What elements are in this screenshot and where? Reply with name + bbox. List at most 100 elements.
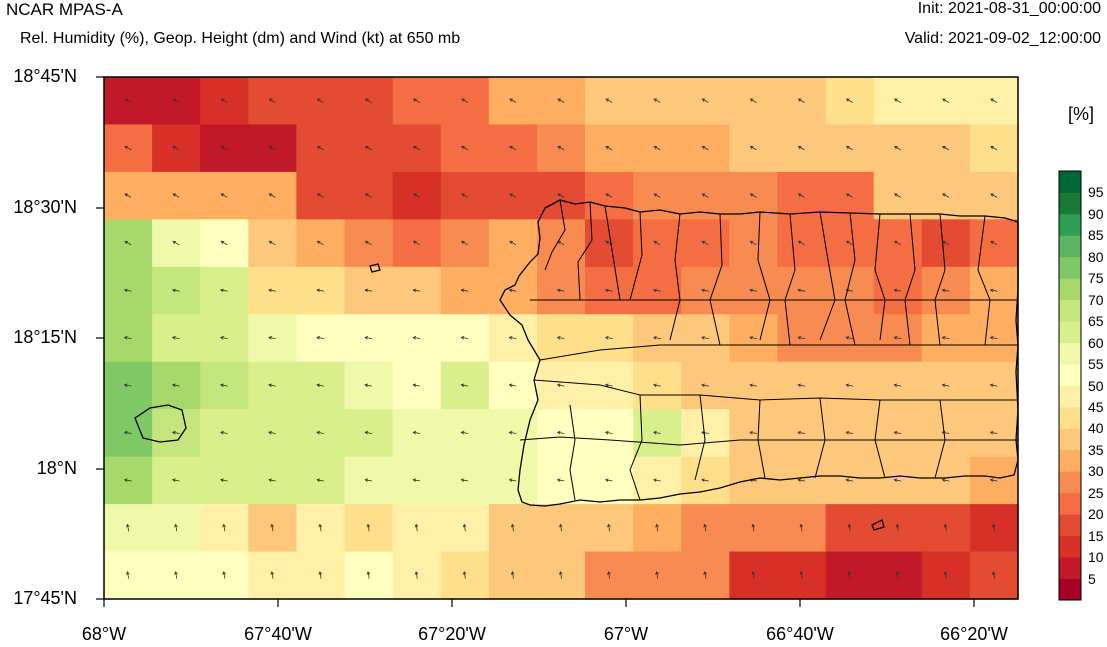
wind-arrow	[268, 336, 276, 340]
wind-arrow	[751, 570, 756, 579]
wind-arrow	[604, 430, 613, 435]
wind-arrow	[557, 145, 565, 151]
wind-arrow	[605, 145, 613, 151]
colorbar-label: 85	[1088, 227, 1104, 244]
wind-arrow	[893, 98, 901, 103]
wind-arrow	[508, 478, 517, 482]
wind-arrow	[893, 240, 901, 246]
colorbar-swatch	[1059, 557, 1081, 579]
wind-arrow	[172, 145, 180, 151]
colorbar-swatch	[1059, 213, 1081, 236]
wind-arrow	[604, 288, 613, 293]
wind-arrow	[797, 145, 805, 151]
wind-arrow	[172, 193, 180, 198]
wind-arrow	[172, 240, 180, 246]
wind-arrow	[461, 98, 469, 103]
wind-arrow	[893, 336, 902, 340]
wind-arrow	[845, 145, 853, 151]
wind-arrow	[509, 98, 517, 103]
wind-arrow	[316, 240, 324, 246]
wind-arrow	[845, 336, 854, 340]
wind-arrow	[172, 98, 180, 103]
wind-arrow	[751, 523, 756, 532]
colorbar	[1058, 170, 1082, 601]
wind-arrow	[605, 98, 613, 103]
wind-arrow	[316, 98, 324, 103]
wind-arrow	[797, 383, 806, 388]
wind-arrow	[123, 383, 132, 388]
colorbar-label: 5	[1088, 570, 1096, 587]
wind-arrow	[943, 523, 948, 532]
x-tick-label: 66°40'W	[766, 624, 834, 644]
wind-arrow	[222, 570, 226, 579]
wind-arrow	[990, 145, 998, 151]
wind-arrow	[605, 193, 613, 198]
colorbar-swatch	[1059, 171, 1081, 193]
wind-arrow	[701, 288, 709, 293]
wind-arrow	[559, 570, 563, 579]
wind-arrow	[701, 145, 709, 151]
colorbar-label: 50	[1088, 377, 1104, 394]
wind-arrow	[364, 336, 373, 340]
wind-arrow	[268, 145, 276, 151]
wind-arrow	[655, 523, 659, 532]
wind-arrow	[508, 430, 517, 435]
wind-arrow	[412, 288, 421, 293]
wind-arrow	[556, 288, 565, 293]
wind-arrow	[364, 240, 372, 246]
valid-time: Valid: 2021-09-02_12:00:00	[904, 30, 1101, 47]
wind-arrow	[126, 523, 130, 532]
wind-arrow	[797, 288, 806, 293]
wind-arrow	[316, 383, 324, 388]
wind-arrow	[701, 98, 709, 103]
wind-arrow	[412, 193, 420, 198]
wind-arrow	[509, 145, 517, 151]
wind-arrow	[847, 570, 852, 579]
y-tick-label: 17°45'N	[13, 588, 77, 608]
init-time: Init: 2021-08-31_00:00:00	[917, 0, 1101, 17]
wind-arrow	[941, 288, 950, 293]
wind-arrow	[652, 478, 661, 482]
wind-arrow	[222, 523, 226, 532]
wind-arrow	[366, 570, 371, 579]
wind-arrow	[268, 240, 276, 246]
colorbar-swatch	[1059, 428, 1081, 451]
wind-arrow	[653, 145, 661, 151]
wind-arrow	[893, 383, 902, 388]
wind-arrow	[989, 336, 998, 340]
wind-arrow	[556, 478, 565, 482]
colorbar-swatch	[1059, 492, 1081, 515]
wind-arrow	[942, 193, 950, 198]
wind-arrow	[219, 478, 228, 482]
colorbar-swatch	[1059, 256, 1081, 279]
colorbar-label: 35	[1088, 441, 1104, 458]
desecheo-island	[369, 263, 381, 273]
wind-arrow	[653, 240, 661, 246]
wind-arrow	[845, 383, 854, 388]
colorbar-swatch	[1059, 192, 1081, 215]
wind-arrow	[412, 383, 421, 388]
wind-arrow	[364, 193, 372, 198]
wind-arrow	[316, 336, 324, 340]
wind-arrow	[749, 383, 757, 388]
wind-arrow	[171, 478, 180, 482]
wind-arrow	[559, 523, 563, 532]
colorbar-swatch	[1059, 385, 1081, 408]
colorbar-label: 45	[1088, 398, 1104, 415]
wind-arrow	[412, 430, 421, 435]
wind-arrow	[268, 193, 276, 198]
wind-arrow	[845, 478, 854, 482]
wind-arrow	[171, 383, 180, 388]
wind-arrow	[364, 478, 373, 482]
wind-arrow	[123, 336, 132, 340]
wind-arrow	[799, 523, 804, 532]
wind-arrow	[364, 145, 372, 151]
wind-arrow	[799, 570, 804, 579]
wind-arrow	[462, 570, 467, 579]
colorbar-swatch	[1059, 299, 1081, 322]
municipal-borders	[519, 199, 1018, 501]
wind-arrow	[797, 240, 805, 246]
wind-arrow	[124, 145, 132, 151]
wind-arrow	[364, 430, 373, 435]
colorbar-unit: [%]	[1068, 104, 1095, 124]
